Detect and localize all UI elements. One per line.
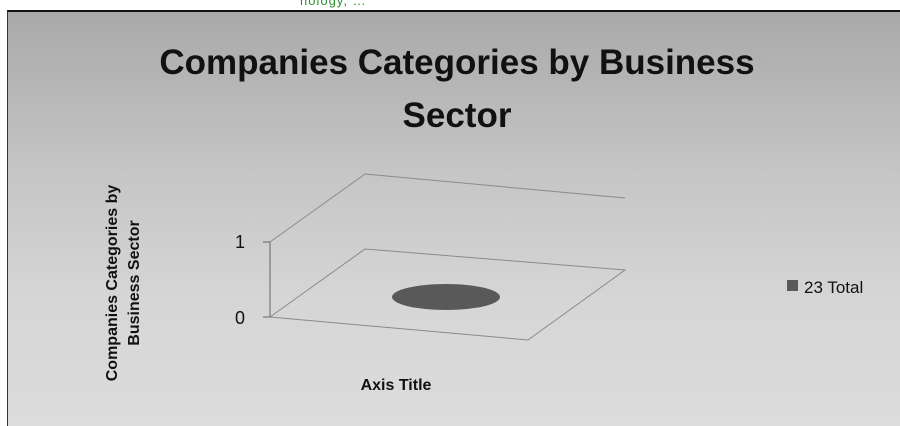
back-wall-top-line: [364, 173, 626, 199]
chart-svg: Companies Categories by Business Sector …: [104, 43, 863, 394]
y-tick-label-0: 0: [235, 308, 245, 328]
y-axis-title-line-2: Business Sector: [126, 220, 143, 345]
top-strip: nology, …: [0, 0, 900, 12]
plot-frame: [268, 173, 627, 341]
chart-title-line-1: Companies Categories by Business: [159, 43, 754, 82]
legend-swatch: [787, 280, 798, 291]
y-tick-label-1: 1: [235, 232, 245, 252]
y-axis: 1 0: [235, 232, 270, 328]
legend-label: 23 Total: [804, 278, 863, 297]
header-fragment: nology, …: [300, 0, 367, 8]
floor-plane: [268, 248, 627, 341]
y-axis-title-line-1: Companies Categories by: [104, 185, 121, 382]
legend: 23 Total: [787, 278, 863, 297]
left-wall-top-line: [269, 173, 366, 243]
chart-area: Companies Categories by Business Sector …: [7, 10, 900, 426]
x-axis-title: Axis Title: [361, 377, 432, 394]
chart-title-line-2: Sector: [403, 96, 512, 135]
data-bar: [392, 284, 500, 310]
